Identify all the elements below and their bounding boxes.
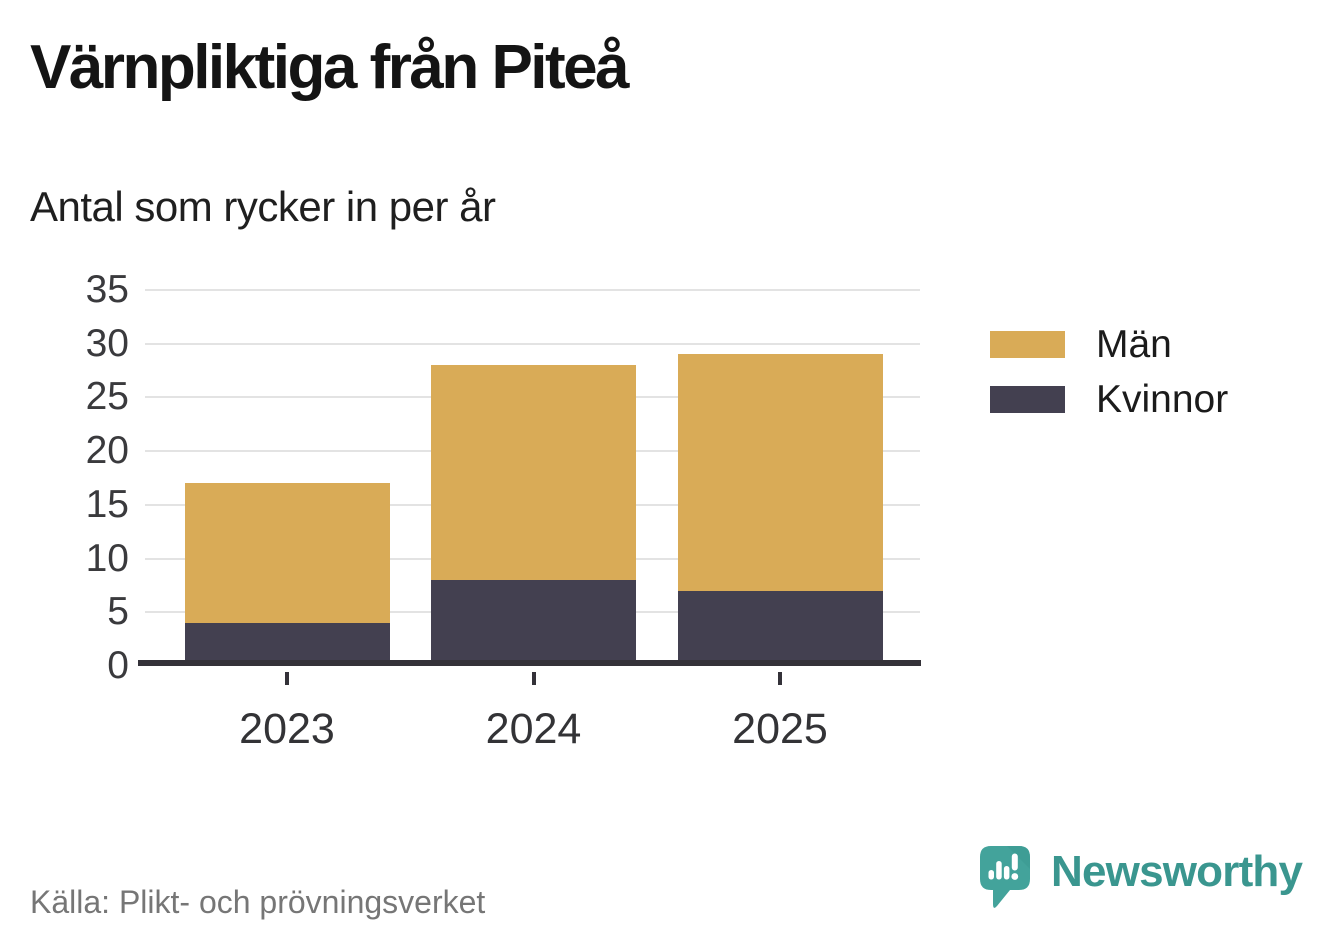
x-axis-tick: [531, 672, 536, 685]
source-note: Källa: Plikt- och prövningsverket: [30, 884, 486, 920]
brand-name: Newsworthy: [1051, 847, 1303, 896]
bar-segment-2025-kvinnor: [677, 590, 883, 666]
bar-segment-2024-kvinnor: [431, 580, 636, 666]
bar-segment-2025-män: [677, 354, 883, 591]
x-axis-label-2024: 2024: [485, 705, 582, 753]
legend-swatch-män: [990, 331, 1065, 358]
legend-swatch-kvinnor: [990, 386, 1065, 413]
bar-segment-2023-män: [184, 483, 390, 624]
x-axis-label-2025: 2025: [732, 705, 828, 753]
y-axis-tick-label: 35: [85, 268, 129, 311]
plot-area: 0 5 10 15 20 25 30 35 2023 2024 2025: [86, 268, 921, 753]
x-axis-label-2023: 2023: [239, 705, 335, 753]
chart-title: Värnpliktiga från Piteå: [30, 33, 630, 102]
x-axis-tick: [285, 672, 289, 685]
y-axis-tick-label: 15: [85, 482, 129, 526]
x-axis-line: [138, 660, 921, 666]
y-axis-tick-label: 20: [85, 429, 129, 473]
y-axis-tick-label: 25: [85, 375, 129, 419]
legend-label-kvinnor: Kvinnor: [1096, 378, 1229, 421]
gridline-30: [145, 342, 920, 345]
newsworthy-logo-icon: [980, 846, 1030, 908]
brand-footer: Newsworthy: [980, 844, 1303, 912]
legend: Män Kvinnor: [990, 323, 1229, 441]
y-axis-tick-label: 30: [85, 321, 129, 365]
legend-item-män: Män: [990, 323, 1228, 366]
y-axis-tick-label: 0: [107, 644, 129, 687]
legend-item-kvinnor: Kvinnor: [990, 378, 1229, 421]
bar-segment-2024-män: [431, 365, 636, 581]
legend-label-män: Män: [1096, 323, 1172, 366]
gridline-35: [145, 289, 920, 291]
bar-segment-2023-kvinnor: [184, 623, 390, 666]
chart-subtitle: Antal som rycker in per år: [30, 183, 496, 230]
y-axis-tick-label: 10: [85, 536, 129, 580]
x-axis-tick: [778, 672, 782, 685]
y-axis-tick-label: 5: [107, 590, 129, 634]
